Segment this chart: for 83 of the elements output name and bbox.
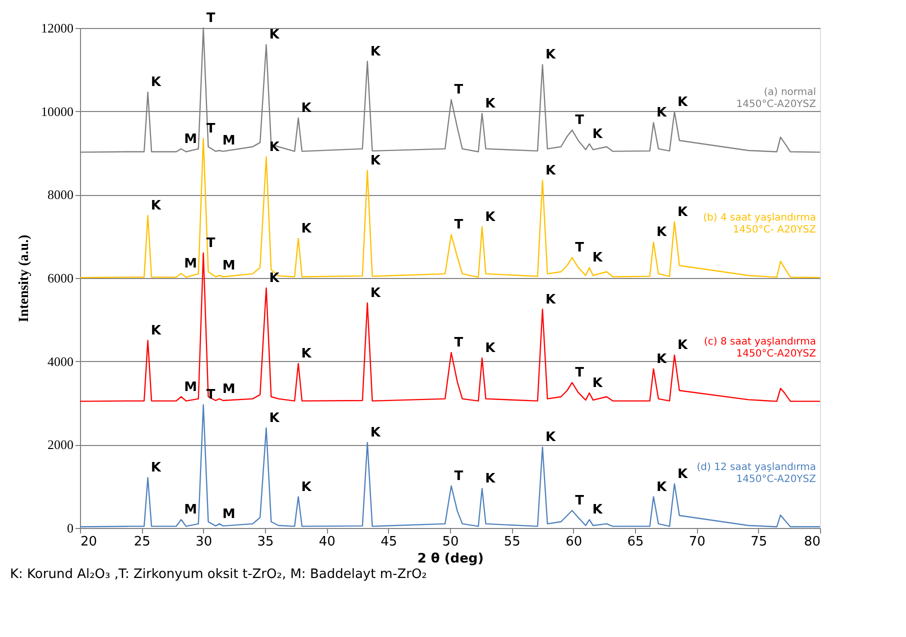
annotation: K bbox=[150, 198, 162, 214]
annotation: K bbox=[656, 480, 668, 495]
annotation: K bbox=[546, 48, 556, 63]
y-tick-label: 12000 bbox=[41, 20, 74, 36]
y-tick-label: 6000 bbox=[48, 270, 74, 286]
annotation: K bbox=[485, 341, 496, 356]
annotation: T bbox=[454, 336, 464, 351]
y-tick-label: 10000 bbox=[41, 104, 74, 119]
x-tick-label: 55 bbox=[504, 534, 520, 550]
annotation: K bbox=[546, 164, 556, 178]
annotation: K bbox=[592, 250, 604, 266]
annotation: K bbox=[656, 106, 668, 121]
annotation: T bbox=[454, 82, 464, 98]
annotation: K bbox=[301, 346, 312, 362]
annotation: T bbox=[575, 366, 584, 381]
annotation: K bbox=[546, 292, 556, 308]
annotation: M bbox=[222, 506, 236, 522]
annotation: K bbox=[677, 204, 688, 220]
annotation: K bbox=[677, 338, 688, 354]
annotation: K bbox=[269, 411, 280, 426]
annotation: M bbox=[222, 382, 236, 397]
annotation: K bbox=[485, 96, 496, 112]
y-tick-label: 2000 bbox=[48, 437, 74, 452]
annotation: M bbox=[184, 256, 198, 272]
annotation: T bbox=[575, 240, 584, 256]
annotation: K bbox=[485, 210, 496, 225]
annotation: M bbox=[184, 380, 198, 395]
x-tick-label: 30 bbox=[196, 534, 212, 550]
x-tick-label: 75 bbox=[750, 534, 768, 550]
x-tick-label: 40 bbox=[318, 534, 336, 550]
x-tick-label: 35 bbox=[257, 534, 274, 550]
annotation: K bbox=[677, 94, 688, 110]
annotation: K bbox=[269, 140, 280, 155]
y-tick-label: 0 bbox=[67, 520, 74, 536]
text: (c) 8 saat yaşlandırma 1450°C-A20YSZ bbox=[704, 336, 816, 360]
annotation: T bbox=[206, 11, 216, 26]
text: (b) 4 saat yaşlandırma 1450°C- A20YSZ bbox=[703, 212, 816, 236]
annotation: M bbox=[184, 132, 198, 147]
text: K: Korund Al₂O₃ ,T: Zirkonyum oksit t-ZrO₂, M: Baddelayt m-ZrO₂ bbox=[10, 567, 427, 582]
annotation: K bbox=[370, 154, 382, 168]
annotation: K bbox=[150, 324, 162, 338]
annotation: T bbox=[575, 113, 584, 128]
y-tick-label: 4000 bbox=[48, 354, 74, 369]
annotation: K bbox=[301, 221, 312, 236]
annotation: K bbox=[485, 471, 496, 486]
x-axis-title: 2 θ (deg) bbox=[417, 552, 484, 566]
annotation: K bbox=[592, 502, 604, 518]
x-tick-label: 45 bbox=[380, 534, 398, 550]
annotation: K bbox=[269, 28, 280, 43]
text: (a) normal 1450°C-A20YSZ bbox=[736, 87, 816, 110]
x-tick-label: 80 bbox=[804, 534, 820, 550]
annotation: K bbox=[269, 271, 280, 286]
annotation: K bbox=[370, 44, 382, 60]
annotation: M bbox=[222, 258, 236, 274]
annotation: K bbox=[301, 480, 312, 495]
annotation: T bbox=[206, 121, 216, 136]
x-tick-label: 50 bbox=[442, 534, 459, 550]
annotation: K bbox=[592, 376, 604, 391]
annotation: T bbox=[454, 468, 464, 484]
annotation: M bbox=[222, 134, 236, 148]
annotation: K bbox=[150, 75, 162, 90]
x-tick-label: 25 bbox=[134, 534, 150, 550]
x-tick-label: 70 bbox=[688, 534, 706, 550]
annotation: K bbox=[546, 430, 556, 446]
annotation: T bbox=[454, 218, 464, 233]
annotation: K bbox=[656, 352, 668, 367]
line-series bbox=[79, 252, 821, 402]
annotation: K bbox=[301, 101, 312, 116]
text: (d) 12 saat yaşlandırma 1450°C-A20YSZ bbox=[696, 462, 816, 485]
y-axis-title: Intensity (a.u.) bbox=[17, 234, 32, 322]
annotation: K bbox=[150, 460, 162, 476]
x-tick-label: 65 bbox=[627, 534, 644, 550]
annotation: K bbox=[656, 225, 668, 240]
x-tick-label: 60 bbox=[566, 534, 582, 550]
line-series bbox=[79, 404, 821, 528]
annotation: K bbox=[370, 426, 382, 441]
annotation: T bbox=[575, 494, 584, 508]
annotation: K bbox=[592, 126, 604, 142]
x-tick-label: 20 bbox=[80, 534, 98, 550]
annotation: K bbox=[370, 286, 382, 301]
y-tick-label: 8000 bbox=[48, 187, 74, 202]
annotation: M bbox=[184, 502, 198, 518]
annotation: K bbox=[677, 466, 688, 482]
